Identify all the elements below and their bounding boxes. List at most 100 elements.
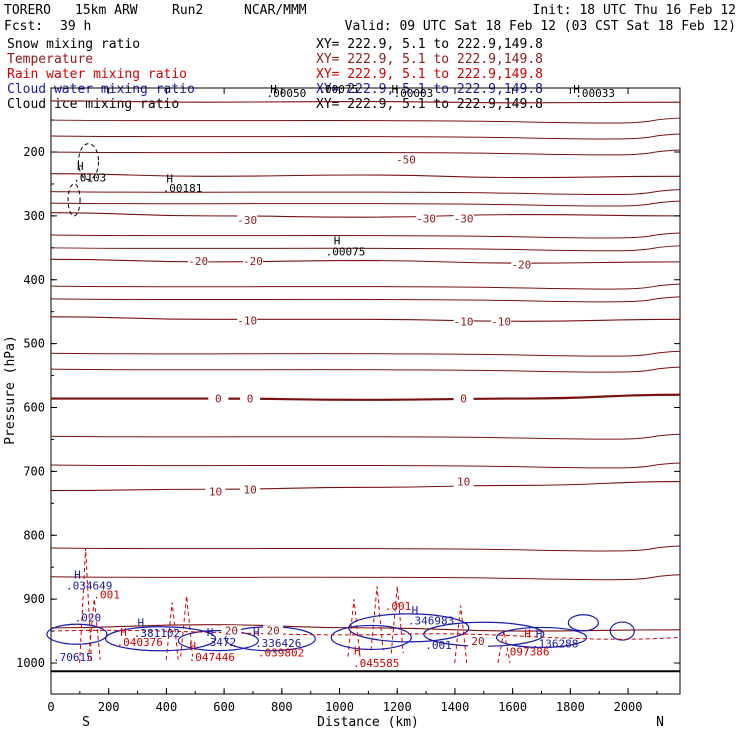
rain-water-contour <box>50 629 681 640</box>
max-marker: H <box>120 626 127 639</box>
contour-label-bg <box>511 259 532 271</box>
max-value-label: .020 <box>75 611 102 624</box>
y-tick-label: 300 <box>23 209 45 223</box>
isotherm-line <box>50 200 681 207</box>
max-marker: H <box>573 83 580 96</box>
contour-label-bg <box>453 213 474 225</box>
cloud-water-contour <box>105 626 217 652</box>
max-value-label: .040376 <box>116 636 162 649</box>
isotherm-line <box>50 189 681 196</box>
legend-label: Temperature <box>7 52 93 67</box>
contour-label: -10 <box>491 316 511 329</box>
max-value-label: .00003 <box>393 87 433 100</box>
y-tick-label: 600 <box>23 401 45 415</box>
contour-label: 0 <box>215 392 222 405</box>
isotherm-line <box>50 366 681 373</box>
contour-labels: -50 -30 -30 -30 -20 -20 -20 -10 -10 -10 0 0 0 10 10 10 2… <box>53 83 615 670</box>
y-tick-label: 700 <box>23 464 45 478</box>
max-value-label: .336426 <box>255 637 301 650</box>
isotherm--10 <box>50 316 681 322</box>
max-marker: H <box>524 627 531 640</box>
org-label: NCAR/MMM <box>244 3 307 18</box>
cloud-water-contour <box>609 621 635 641</box>
isotherm-line <box>50 350 681 357</box>
max-value-label: .045585 <box>353 657 399 670</box>
isotherm-10 <box>50 481 681 492</box>
y-tick-label: 900 <box>23 592 45 606</box>
rain-water-contour <box>87 599 101 660</box>
max-value-label: .097386 <box>503 645 549 658</box>
isotherm-line <box>50 462 681 469</box>
rain-water-contour <box>347 599 361 657</box>
legend-xy: XY= 222.9, 5.1 to 222.9,149.8 <box>316 37 543 52</box>
contour-label-bg <box>237 215 258 227</box>
x-tick-label: 400 <box>156 700 178 714</box>
isotherm-line <box>50 283 681 290</box>
cloud-water-contour <box>46 623 108 645</box>
y-tick-label: 500 <box>23 337 45 351</box>
rain-water-contour <box>370 586 384 651</box>
contour-label: -10 <box>454 316 474 329</box>
x-tick-label: 1600 <box>498 700 527 714</box>
contour-label-bg <box>188 256 209 268</box>
contour-label: -20 <box>188 255 208 268</box>
y-axis-label: Pressure (hPa) <box>3 335 18 445</box>
x-tick-label: 1200 <box>383 700 412 714</box>
contour-label-bg <box>468 636 489 648</box>
rain-water-contour <box>497 630 511 664</box>
contour-label: -30 <box>416 212 436 225</box>
contour-label: -10 <box>237 314 257 327</box>
contour-label-bg <box>416 213 437 225</box>
contour-label-bg <box>208 393 229 405</box>
contour-label-bg <box>395 154 416 166</box>
rain-water-contour <box>165 602 179 660</box>
isotherm-line <box>50 296 681 303</box>
contour-label: 10 <box>209 486 222 499</box>
x-tick-label: 1800 <box>556 700 585 714</box>
isotherm-line <box>50 133 681 140</box>
init-time: Init: 18 UTC Thu 16 Feb 12 <box>533 3 737 18</box>
contour-label-bg <box>453 476 474 488</box>
isotherm--30 <box>50 212 681 218</box>
rain-water-contour <box>180 595 194 657</box>
isotherm-0 <box>51 393 681 401</box>
max-value-label: .00181 <box>163 182 203 195</box>
legend-xy: XY= 222.9, 5.1 to 222.9,149.8 <box>316 67 543 82</box>
contour-label-bg <box>205 486 226 498</box>
max-marker: H <box>536 627 543 640</box>
contour-label: 10 <box>243 484 256 497</box>
max-value-label: .381102 <box>134 627 180 640</box>
x-tick-label: 0 <box>47 700 54 714</box>
max-value-label: .047446 <box>189 651 235 664</box>
max-value-label: .346983 <box>408 615 454 628</box>
y-tick-label: 400 <box>23 273 45 287</box>
valid-time: Valid: 09 UTC Sat 18 Feb 12 (03 CST Sat … <box>345 19 736 34</box>
legend-xy: XY= 222.9, 5.1 to 222.9,149.8 <box>316 82 543 97</box>
max-value-label: .3472 <box>203 636 236 649</box>
contour-label: 20 <box>471 635 484 648</box>
contour-label-bg <box>240 484 261 496</box>
isotherm-line <box>50 245 681 252</box>
max-value-label: .001 <box>93 588 120 601</box>
max-value-label: .034649 <box>66 580 112 593</box>
contour-label: 0 <box>460 392 467 405</box>
rain-water-contour <box>454 605 468 664</box>
cloud-water-contour <box>330 624 412 651</box>
max-marker: H <box>253 626 260 639</box>
axes: 0 200 400 600 800 1000 1200 1400 1600 1800 2000200… <box>16 88 680 714</box>
max-marker: H <box>334 235 341 248</box>
plot-frame <box>50 87 681 695</box>
max-marker: H <box>412 604 419 617</box>
x-tick-label: 800 <box>271 700 293 714</box>
y-tick-label: 1000 <box>16 656 45 670</box>
max-value-label: .00075 <box>326 245 366 258</box>
cloud-water-contour <box>348 613 470 643</box>
max-value-label: .136288 <box>532 638 578 651</box>
temperature-isotherms <box>50 100 681 632</box>
max-value-label: .039802 <box>258 647 304 660</box>
legend-xy: XY= 222.9, 5.1 to 222.9,149.8 <box>316 52 543 67</box>
cloud-ice-contour <box>67 183 81 217</box>
legend: Snow mixing ratio XY= 222.9, 5.1 to 222.9… <box>7 37 543 112</box>
max-value-label: .70615 <box>53 651 93 664</box>
